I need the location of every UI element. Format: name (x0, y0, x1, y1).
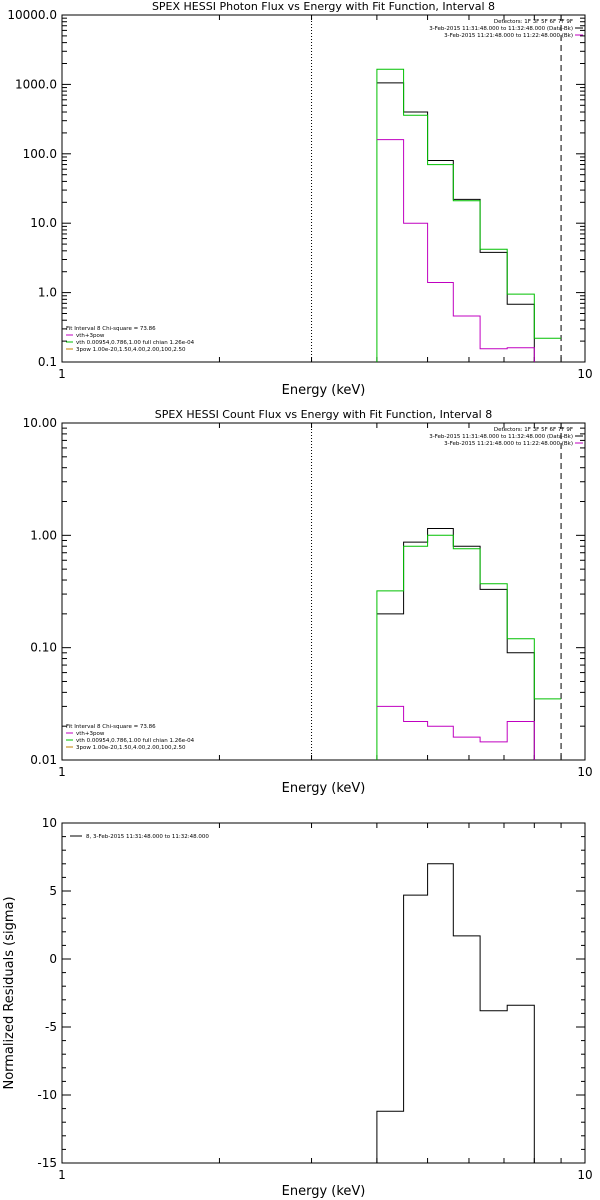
legend-entry: 8, 3-Feb-2015 11:31:48.000 to 11:32:48.0… (86, 834, 209, 840)
y-tick-label: 0.01 (30, 753, 57, 767)
y-tick-label: 10.0 (30, 216, 57, 230)
photon-flux-chart: SPEX HESSI Photon Flux vs Energy with Fi… (7, 0, 592, 398)
y-axis-label: Normalized Residuals (sigma) (2, 896, 17, 1089)
header-note: 3-Feb-2015 11:21:48.000 to 11:22:48.000 … (444, 441, 573, 447)
header-note: Detectors: 1F 3F 5F 6F 7F 9F (494, 19, 573, 25)
x-axis-label: Energy (keV) (282, 781, 366, 796)
series-step-line (376, 863, 535, 1163)
series-step-line (376, 68, 562, 362)
x-axis-label: Energy (keV) (282, 1184, 366, 1199)
plot-frame (61, 14, 586, 363)
header-note: 3-Feb-2015 11:21:48.000 to 11:22:48.000 … (444, 33, 573, 39)
x-tick-label: 1 (58, 1168, 66, 1182)
header-note: 3-Feb-2015 11:31:48.000 to 11:32:48.000 … (429, 434, 573, 440)
legend-entry: vth 0.00954,0.786,1.00 full chian 1.26e-… (76, 738, 195, 744)
x-tick-label: 1 (58, 367, 66, 381)
series-step-line (376, 528, 535, 760)
chart-title: SPEX HESSI Count Flux vs Energy with Fit… (155, 408, 492, 421)
legend-entry: 3pow 1.00e-20,1.50,4.00,2.00,100,2.50 (76, 745, 186, 751)
legend-entry: vth+3pow (76, 731, 105, 737)
x-tick-label: 10 (577, 765, 592, 779)
y-tick-label: 1.0 (38, 286, 57, 300)
x-tick-label: 10 (577, 1168, 592, 1182)
x-axis-label: Energy (keV) (282, 383, 366, 398)
header-note: Detectors: 1F 3F 5F 6F 7F 9F (494, 427, 573, 433)
y-tick-label: 0.1 (38, 355, 57, 369)
series-step-line (376, 82, 535, 362)
chart-title: SPEX HESSI Photon Flux vs Energy with Fi… (152, 0, 495, 13)
y-tick-label: 1000.0 (15, 77, 57, 91)
x-tick-label: 10 (577, 367, 592, 381)
y-tick-label: 10.00 (23, 416, 57, 430)
legend-entry: Fit Interval 8 Chi-square = 73.86 (66, 326, 156, 332)
y-tick-label: -10 (37, 1088, 57, 1102)
header-note: 3-Feb-2015 11:31:48.000 to 11:32:48.000 … (429, 26, 573, 32)
series-step-line (376, 139, 535, 362)
series-step-line (376, 705, 535, 760)
y-tick-label: 0.10 (30, 641, 57, 655)
legend-entry: 3pow 1.00e-20,1.50,4.00,2.00,100,2.50 (76, 347, 186, 353)
series-step-line (376, 534, 562, 760)
legend-entry: Fit Interval 8 Chi-square = 73.86 (66, 724, 156, 730)
x-tick-label: 1 (58, 765, 66, 779)
y-tick-label: -15 (37, 1156, 57, 1170)
residuals-chart: 1 10 Energy (keV) -15 -10 -5 0 5 10 Normalized Re… (2, 816, 593, 1199)
legend-entry: vth+3pow (76, 333, 105, 339)
count-flux-chart: SPEX HESSI Count Flux vs Energy with Fit… (23, 408, 593, 796)
y-tick-label: -5 (45, 1020, 57, 1034)
plot-frame (61, 422, 586, 761)
y-tick-label: 10000.0 (7, 8, 57, 22)
y-tick-label: 1.00 (30, 528, 57, 542)
y-tick-label: 5 (49, 884, 57, 898)
y-tick-label: 100.0 (23, 147, 57, 161)
plot-frame (61, 822, 586, 1164)
y-tick-label: 10 (42, 816, 57, 830)
y-tick-label: 0 (49, 952, 57, 966)
legend-entry: vth 0.00954,0.786,1.00 full chian 1.26e-… (76, 340, 195, 346)
